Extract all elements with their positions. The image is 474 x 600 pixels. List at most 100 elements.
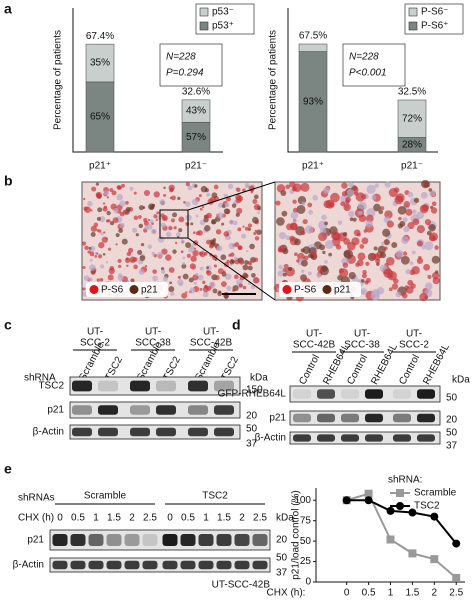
tissue-dot: [115, 233, 120, 238]
tissue-dot: [95, 191, 103, 199]
tissue-dot: [359, 244, 365, 249]
x-axis-label: CHX (h):: [267, 588, 306, 599]
tissue-dot: [185, 201, 191, 207]
tissue-dot: [242, 264, 249, 271]
tissue-dot: [343, 203, 351, 212]
blot-band: [70, 560, 86, 570]
cell-line: UT-SCC-42B: [212, 580, 271, 591]
chx-label: 2.5: [143, 513, 157, 524]
tissue-dot: [209, 281, 216, 289]
tissue-dot: [361, 194, 367, 200]
tissue-dot: [96, 216, 102, 221]
tissue-dot: [206, 266, 209, 269]
tissue-dot: [81, 241, 87, 246]
blot-band: [88, 534, 104, 546]
tissue-dot: [294, 252, 298, 257]
panel-label: c: [4, 317, 12, 333]
tissue-dot: [217, 268, 224, 275]
tissue-dot: [84, 206, 91, 214]
tissue-dot: [430, 207, 438, 214]
blot-band: [142, 560, 158, 570]
point: [430, 512, 439, 521]
tissue-dot: [227, 183, 234, 190]
cell-line: SCC-42B: [293, 340, 336, 351]
kda-title: kDa: [276, 513, 294, 524]
kda-marker: 20: [276, 535, 288, 546]
tissue-dot: [360, 288, 368, 295]
tissue-dot: [427, 274, 432, 279]
cell-line: UT-: [203, 327, 219, 338]
tissue-dot: [126, 264, 129, 267]
tissue-dot: [242, 225, 245, 228]
tissue-dot: [239, 275, 245, 281]
x-tick-label: p21⁻: [401, 161, 423, 172]
tissue-dot: [153, 214, 158, 219]
bar-segment: [181, 99, 211, 123]
tissue-dot: [190, 255, 197, 262]
tissue-dot: [191, 198, 199, 206]
x-tick-label: p21⁺: [89, 161, 111, 172]
tissue-dot: [428, 224, 436, 232]
tissue-dot: [382, 228, 391, 237]
tissue-dot: [169, 188, 174, 193]
tissue-dot: [256, 229, 262, 235]
tissue-dot: [282, 272, 287, 277]
tissue-dot: [162, 276, 168, 282]
tissue-dot: [220, 254, 227, 261]
tissue-dot: [199, 266, 204, 271]
tissue-dot: [118, 228, 123, 233]
blot-band: [198, 560, 214, 570]
tissue-dot: [365, 261, 370, 266]
point: [452, 539, 461, 548]
tissue-dot: [159, 199, 166, 205]
tissue-dot: [277, 245, 285, 253]
tissue-dot: [108, 267, 115, 275]
tissue-dot: [182, 256, 186, 260]
tissue-dot: [177, 278, 184, 286]
tissue-dot: [360, 279, 365, 283]
tissue-dot: [189, 287, 196, 294]
tissue-dot: [147, 218, 151, 222]
legend-label: Scramble: [414, 488, 457, 499]
tissue-dot: [213, 264, 218, 268]
tissue-dot: [100, 231, 104, 236]
legend-dot: [129, 285, 139, 294]
blot-band: [252, 534, 268, 546]
tissue-dot: [343, 238, 350, 245]
tissue-dot: [133, 215, 139, 221]
tissue-dot: [285, 266, 295, 277]
x-tick-label: p21⁻: [185, 161, 207, 172]
tissue-dot: [252, 277, 260, 284]
tissue-dot: [213, 184, 219, 190]
tissue-dot: [204, 225, 211, 232]
blot-band: [130, 427, 150, 437]
tissue-dot: [226, 259, 230, 264]
tissue-dot: [178, 228, 183, 233]
tissue-dot: [386, 220, 394, 228]
cell-line: UT-: [145, 327, 161, 338]
tissue-dot: [352, 217, 357, 222]
tissue-dot: [321, 265, 328, 272]
tissue-dot: [199, 219, 206, 226]
panel-label: b: [4, 173, 13, 189]
group-label: Scramble: [84, 491, 127, 502]
tissue-dot: [135, 233, 139, 237]
row-label: p21: [27, 535, 44, 546]
annotation-box: [342, 43, 406, 87]
tissue-dot: [324, 259, 328, 264]
legend-label: p53⁻: [212, 7, 234, 18]
tissue-dot: [245, 184, 249, 188]
legend-marker: [396, 502, 404, 510]
kda-title: kDa: [250, 373, 268, 384]
tissue-dot: [290, 211, 299, 220]
annotation: N=228: [166, 52, 196, 63]
tissue-dot: [304, 225, 314, 234]
legend-label: p21: [334, 285, 351, 296]
blot-band: [341, 413, 359, 423]
legend-label: P-S6: [294, 285, 317, 296]
kda-marker: 50: [446, 428, 458, 439]
tissue-dot: [206, 192, 211, 197]
tissue-dot: [301, 269, 305, 273]
tissue-dot: [381, 241, 385, 246]
row-label: TSC2: [38, 381, 64, 392]
